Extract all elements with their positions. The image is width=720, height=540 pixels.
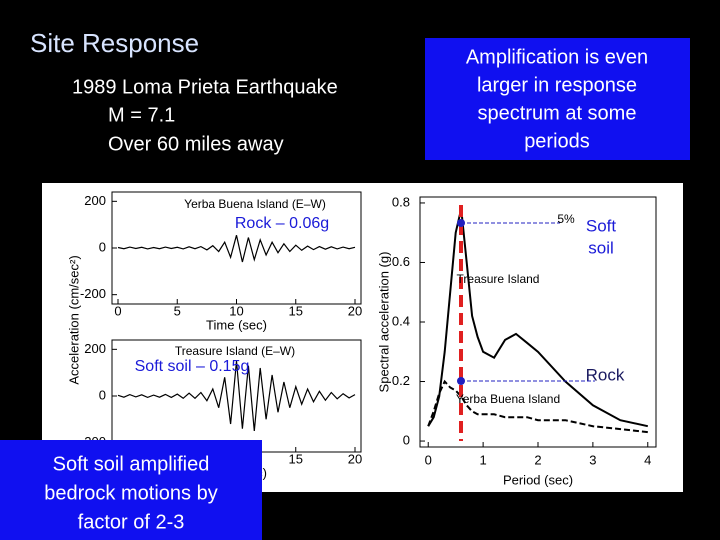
- point: [457, 377, 465, 385]
- curve-label: Yerba Buena Island: [456, 392, 560, 406]
- plot-title: Treasure Island (E–W): [175, 344, 295, 358]
- x-tick-label: 4: [644, 452, 651, 467]
- x-axis-label: Period (sec): [503, 472, 573, 487]
- slide-title: Site Response: [30, 28, 199, 58]
- series-line: [427, 208, 649, 428]
- y-axis-label: Acceleration (cm/sec²): [66, 255, 81, 384]
- x-axis-label: Time (sec): [206, 317, 267, 332]
- front: Soft soil amplified bedrock motions by f…: [0, 440, 262, 540]
- y-tick-label: 0: [99, 239, 106, 254]
- annotation: Rock – 0.06g: [235, 215, 329, 232]
- subtitle-line: M = 7.1: [108, 104, 175, 126]
- y-tick-label: 0: [403, 432, 410, 447]
- y-tick-label: 0.2: [392, 373, 410, 388]
- x-tick-label: 20: [348, 451, 362, 466]
- y-tick-label: 0.4: [392, 313, 410, 328]
- annotation: Soft: [586, 216, 617, 235]
- callout-line: larger in response: [477, 74, 637, 96]
- annotation: soil: [588, 238, 614, 257]
- callout-box: [425, 38, 690, 160]
- callout-line: factor of 2-3: [78, 511, 185, 533]
- y-tick-label: 200: [84, 341, 106, 356]
- x-tick-label: 3: [589, 452, 596, 467]
- subtitle-line: Over 60 miles away: [108, 133, 284, 155]
- y-tick-label: -200: [80, 286, 106, 301]
- annotation: 5%: [557, 212, 575, 226]
- y-tick-label: 0: [99, 387, 106, 402]
- x-tick-label: 10: [229, 303, 243, 318]
- curve-label: Treasure Island: [457, 272, 540, 286]
- series-line: [427, 379, 648, 434]
- annotation: Rock: [586, 365, 625, 384]
- x-tick-label: 15: [289, 303, 303, 318]
- subtitle-line: 1989 Loma Prieta Earthquake: [72, 76, 338, 98]
- callout-box: [0, 440, 262, 540]
- x-tick-label: 15: [289, 451, 303, 466]
- y-axis-label: Spectral acceleration (g): [376, 252, 391, 393]
- x-tick-label: 1: [479, 452, 486, 467]
- series-line: [117, 235, 356, 263]
- x-tick-label: 0: [425, 452, 432, 467]
- annotation: Soft soil – 0.15g: [135, 358, 250, 375]
- y-tick-label: 0.8: [392, 194, 410, 209]
- callout-line: Amplification is even: [466, 46, 648, 68]
- x-tick-label: 0: [114, 303, 121, 318]
- series-line: [117, 360, 356, 432]
- x-tick-label: 2: [534, 452, 541, 467]
- plot-title: Yerba Buena Island (E–W): [184, 197, 326, 211]
- x-tick-label: 5: [174, 303, 181, 318]
- callout-line: Soft soil amplified: [53, 453, 210, 475]
- callout-line: bedrock motions by: [44, 482, 217, 504]
- y-tick-label: 200: [84, 193, 106, 208]
- callout-line: spectrum at some: [478, 102, 637, 124]
- point: [457, 219, 465, 227]
- callout-line: periods: [524, 130, 590, 152]
- x-tick-label: 20: [348, 303, 362, 318]
- y-tick-label: 0.6: [392, 254, 410, 269]
